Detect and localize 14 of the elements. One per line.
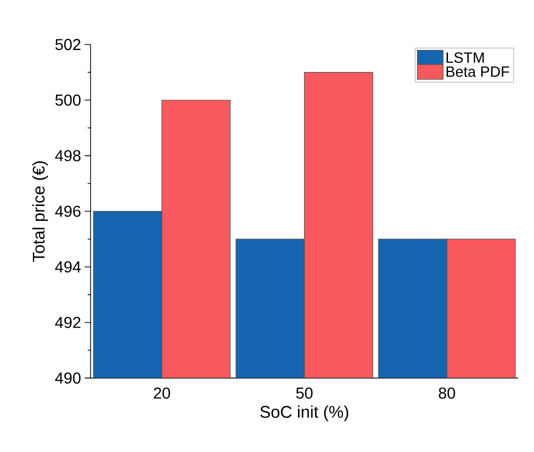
x-tick-label: 80 <box>438 387 456 399</box>
y-tick-label: 498 <box>55 150 80 162</box>
y-tick-label: 490 <box>55 372 81 384</box>
y-tick-label: 494 <box>55 261 81 272</box>
y-tick-label: 496 <box>55 206 80 217</box>
x-tick-label: 20 <box>154 387 170 399</box>
y-tick-label: 500 <box>55 94 81 106</box>
y-tick-label: 492 <box>55 316 80 328</box>
x-axis-title: SoC init (%) <box>260 405 348 422</box>
x-tick-label: 50 <box>296 387 313 399</box>
y-axis-title: Total price (€) <box>32 161 48 262</box>
y-tick-label: 502 <box>55 38 80 50</box>
legend-label: LSTM <box>446 52 484 63</box>
legend-label: Beta PDF <box>446 66 510 77</box>
